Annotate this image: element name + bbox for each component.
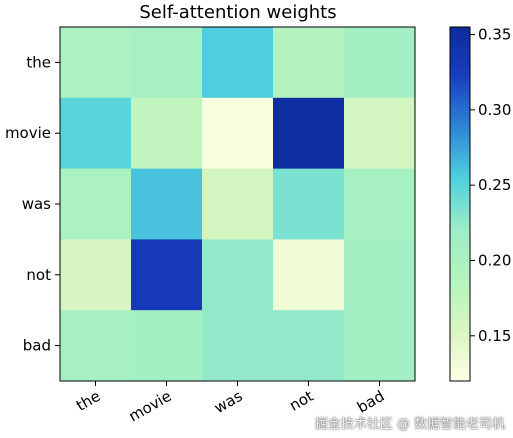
y-tick-label-bad: bad	[23, 337, 51, 355]
heatmap-cell-was-movie	[131, 168, 203, 240]
heatmap-cell-not-the	[60, 239, 132, 311]
y-tick-label-was: was	[22, 195, 51, 213]
heatmap-cell-the-was	[202, 27, 274, 99]
heatmap-cell-bad-not	[273, 310, 345, 382]
heatmap-cell-not-was	[202, 239, 274, 311]
y-tick-label-not: not	[26, 266, 51, 284]
heatmap-cell-movie-was	[202, 97, 274, 169]
y-axis: the movie was not bad	[5, 53, 60, 355]
heatmap-cell-was-not	[273, 168, 345, 240]
colorbar-tick-label: 0.30	[478, 101, 511, 119]
heatmap-cells	[60, 27, 416, 382]
heatmap-cell-was-the	[60, 168, 132, 240]
heatmap-cell-not-movie	[131, 239, 203, 311]
colorbar-tick-label: 0.25	[478, 176, 511, 194]
x-tick-label-was: was	[211, 387, 246, 417]
x-axis: the movie was not bad	[73, 381, 388, 426]
y-tick-label-the: the	[26, 53, 51, 71]
x-tick-label-movie: movie	[126, 387, 175, 426]
heatmap-cell-movie-not	[273, 97, 345, 169]
x-tick-label-bad: bad	[354, 387, 387, 417]
heatmap-cell-movie-movie	[131, 97, 203, 169]
heatmap-cell-was-was	[202, 168, 274, 240]
heatmap-cell-bad-was	[202, 310, 274, 382]
heatmap-cell-movie-the	[60, 97, 132, 169]
heatmap-cell-bad-bad	[344, 310, 416, 382]
heatmap-cell-movie-bad	[344, 97, 416, 169]
x-tick-label-the: the	[73, 387, 103, 415]
chart-title: Self-attention weights	[139, 2, 336, 23]
colorbar-tick-label: 0.15	[478, 327, 511, 345]
x-tick-label-not: not	[286, 387, 316, 415]
heatmap-cell-the-movie	[131, 27, 203, 99]
heatmap-cell-the-not	[273, 27, 345, 99]
heatmap-cell-bad-the	[60, 310, 132, 382]
y-tick-label-movie: movie	[5, 124, 51, 142]
colorbar-tick-label: 0.20	[478, 251, 511, 269]
heatmap-cell-the-the	[60, 27, 132, 99]
colorbar-tick-label: 0.35	[478, 26, 511, 44]
heatmap-cell-not-not	[273, 239, 345, 311]
heatmap-cell-bad-movie	[131, 310, 203, 382]
colorbar-ticks: 0.15 0.20 0.25 0.30 0.35	[470, 26, 511, 345]
heatmap-cell-not-bad	[344, 239, 416, 311]
heatmap-cell-was-bad	[344, 168, 416, 240]
colorbar	[449, 26, 471, 382]
heatmap-cell-the-bad	[344, 27, 416, 99]
